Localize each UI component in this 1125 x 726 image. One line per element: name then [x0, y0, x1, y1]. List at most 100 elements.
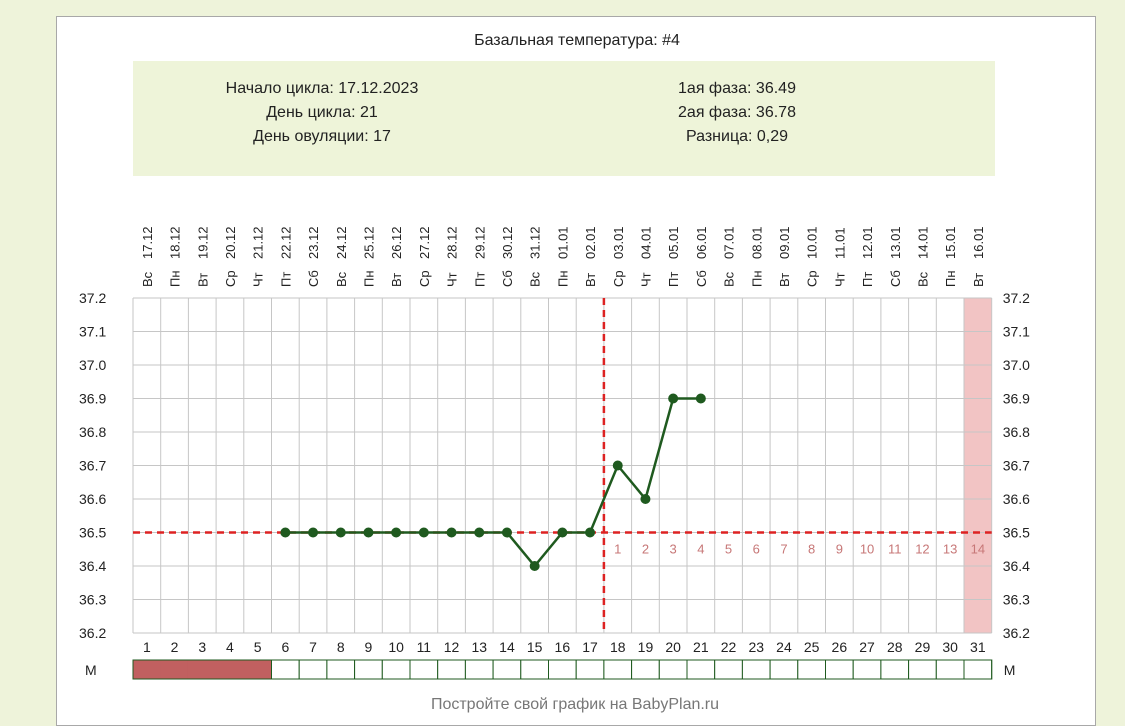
cycle-day-29: 29 — [915, 639, 931, 655]
day-label-14: Сб — [500, 270, 515, 287]
day-label-28: Сб — [888, 270, 903, 287]
cycle-day-30: 30 — [942, 639, 958, 655]
menses-cell-28 — [880, 659, 910, 680]
phase2-label-14: 14 — [971, 542, 985, 557]
y-tick-right: 36.5 — [1003, 525, 1030, 541]
cycle-day-23: 23 — [748, 639, 764, 655]
menses-cell-1 — [132, 659, 162, 680]
day-label-19: Чт — [638, 272, 653, 287]
temperature-line — [285, 397, 701, 568]
bbt-chart: Базальная температура: #4 Начало цикла: … — [79, 32, 1030, 713]
temp-point-day-16 — [557, 527, 568, 538]
y-tick-right: 37.0 — [1003, 357, 1030, 373]
date-label-13: 29.12 — [472, 226, 487, 259]
menses-cell-17 — [575, 659, 605, 680]
y-tick-left: 37.2 — [79, 290, 106, 306]
temp-point-day-13 — [474, 527, 485, 538]
menses-cell-24 — [769, 659, 799, 680]
phase2-label-12: 12 — [915, 542, 929, 557]
phase2-label-13: 13 — [943, 542, 957, 557]
date-label-11: 27.12 — [417, 226, 432, 259]
menses-cell-15 — [520, 659, 549, 680]
cycle-day-14: 14 — [499, 639, 515, 655]
phase2-label-2: 2 — [642, 542, 649, 557]
cycle-day-8: 8 — [337, 639, 345, 655]
chart-panel: Базальная температура: #4 Начало цикла: … — [56, 16, 1096, 726]
grid — [132, 297, 993, 634]
temp-point-day-20 — [668, 393, 679, 404]
phase2-label-5: 5 — [725, 542, 732, 557]
date-label-30: 15.01 — [943, 226, 958, 259]
date-label-22: 07.01 — [722, 226, 737, 259]
chart-title: Базальная температура: #4 — [474, 32, 680, 49]
footer-link[interactable]: Постройте свой график на BabyPlan.ru — [431, 696, 719, 713]
day-label-17: Вт — [583, 273, 598, 287]
cycle-day-12: 12 — [444, 639, 460, 655]
cycle-day-27: 27 — [859, 639, 875, 655]
info-right: 1ая фаза: 36.49 2ая фаза: 36.78 Разница:… — [678, 80, 796, 145]
day-label-30: Пн — [943, 270, 958, 287]
menses-cell-13 — [464, 659, 494, 680]
cycle-day-15: 15 — [527, 639, 543, 655]
cycle-day-1: 1 — [143, 639, 151, 655]
date-label-28: 13.01 — [888, 226, 903, 259]
menses-cell-19 — [631, 659, 660, 680]
date-label-3: 19.12 — [195, 226, 210, 259]
phase2-day-numbers: 1 2 3 4 5 6 7 8 9 10 11 12 13 14 — [614, 542, 985, 557]
cycle-day-11: 11 — [417, 639, 432, 655]
y-tick-left: 36.7 — [79, 458, 106, 474]
y-tick-left: 36.9 — [79, 391, 106, 407]
y-tick-left: 36.5 — [79, 525, 106, 541]
day-label-5: Чт — [251, 272, 266, 287]
cycle-day-16: 16 — [555, 639, 571, 655]
cycle-day-4: 4 — [226, 639, 234, 655]
temp-point-day-8 — [335, 527, 346, 538]
date-label-12: 28.12 — [445, 226, 460, 259]
cycle-day-31: 31 — [970, 639, 986, 655]
phase2-label-11: 11 — [888, 542, 902, 557]
day-label-21: Сб — [694, 270, 709, 287]
menses-cell-2 — [160, 659, 189, 680]
date-label-31: 16.01 — [971, 226, 986, 259]
date-label-15: 31.12 — [528, 226, 543, 259]
info-box — [133, 61, 995, 176]
day-label-2: Пн — [168, 270, 183, 287]
menses-cell-10 — [381, 659, 411, 680]
cycle-day-3: 3 — [198, 639, 206, 655]
phase2-label-4: 4 — [697, 542, 704, 557]
temp-point-day-19 — [640, 494, 651, 504]
day-label-11: Ср — [417, 270, 432, 287]
menses-cell-6 — [271, 659, 300, 680]
date-label-14: 30.12 — [500, 226, 515, 259]
phase2-label-7: 7 — [780, 542, 787, 557]
cycle-day-17: 17 — [582, 639, 598, 655]
cycle-day-5: 5 — [254, 639, 262, 655]
day-label-25: Ср — [805, 270, 820, 287]
menses-cell-14 — [492, 659, 522, 680]
day-label-18: Ср — [611, 270, 626, 287]
temp-difference: Разница: 0,29 — [686, 128, 788, 145]
menses-row — [132, 659, 993, 680]
cycle-day-19: 19 — [638, 639, 654, 655]
cycle-day-20: 20 — [665, 639, 681, 655]
phase1-temp: 1ая фаза: 36.49 — [678, 80, 796, 97]
y-tick-right: 36.7 — [1003, 458, 1030, 474]
y-tick-right: 37.1 — [1003, 324, 1030, 340]
temp-point-day-7 — [308, 527, 319, 538]
menses-cell-29 — [908, 659, 937, 680]
y-tick-right: 36.8 — [1003, 424, 1030, 440]
day-label-1: Вс — [140, 271, 155, 287]
date-label-29: 14.01 — [915, 226, 930, 259]
date-label-23: 08.01 — [749, 226, 764, 259]
day-label-23: Пн — [749, 270, 764, 287]
temp-point-day-21 — [695, 393, 706, 404]
cycle-day-24: 24 — [776, 639, 792, 655]
day-label-16: Пн — [555, 270, 570, 287]
temp-point-day-11 — [418, 527, 429, 538]
day-label-24: Вт — [777, 273, 792, 287]
menses-cell-30 — [935, 659, 965, 680]
date-label-18: 03.01 — [611, 226, 626, 259]
y-tick-left: 36.2 — [79, 625, 106, 641]
menses-cell-22 — [714, 659, 743, 680]
menses-cell-23 — [741, 659, 771, 680]
